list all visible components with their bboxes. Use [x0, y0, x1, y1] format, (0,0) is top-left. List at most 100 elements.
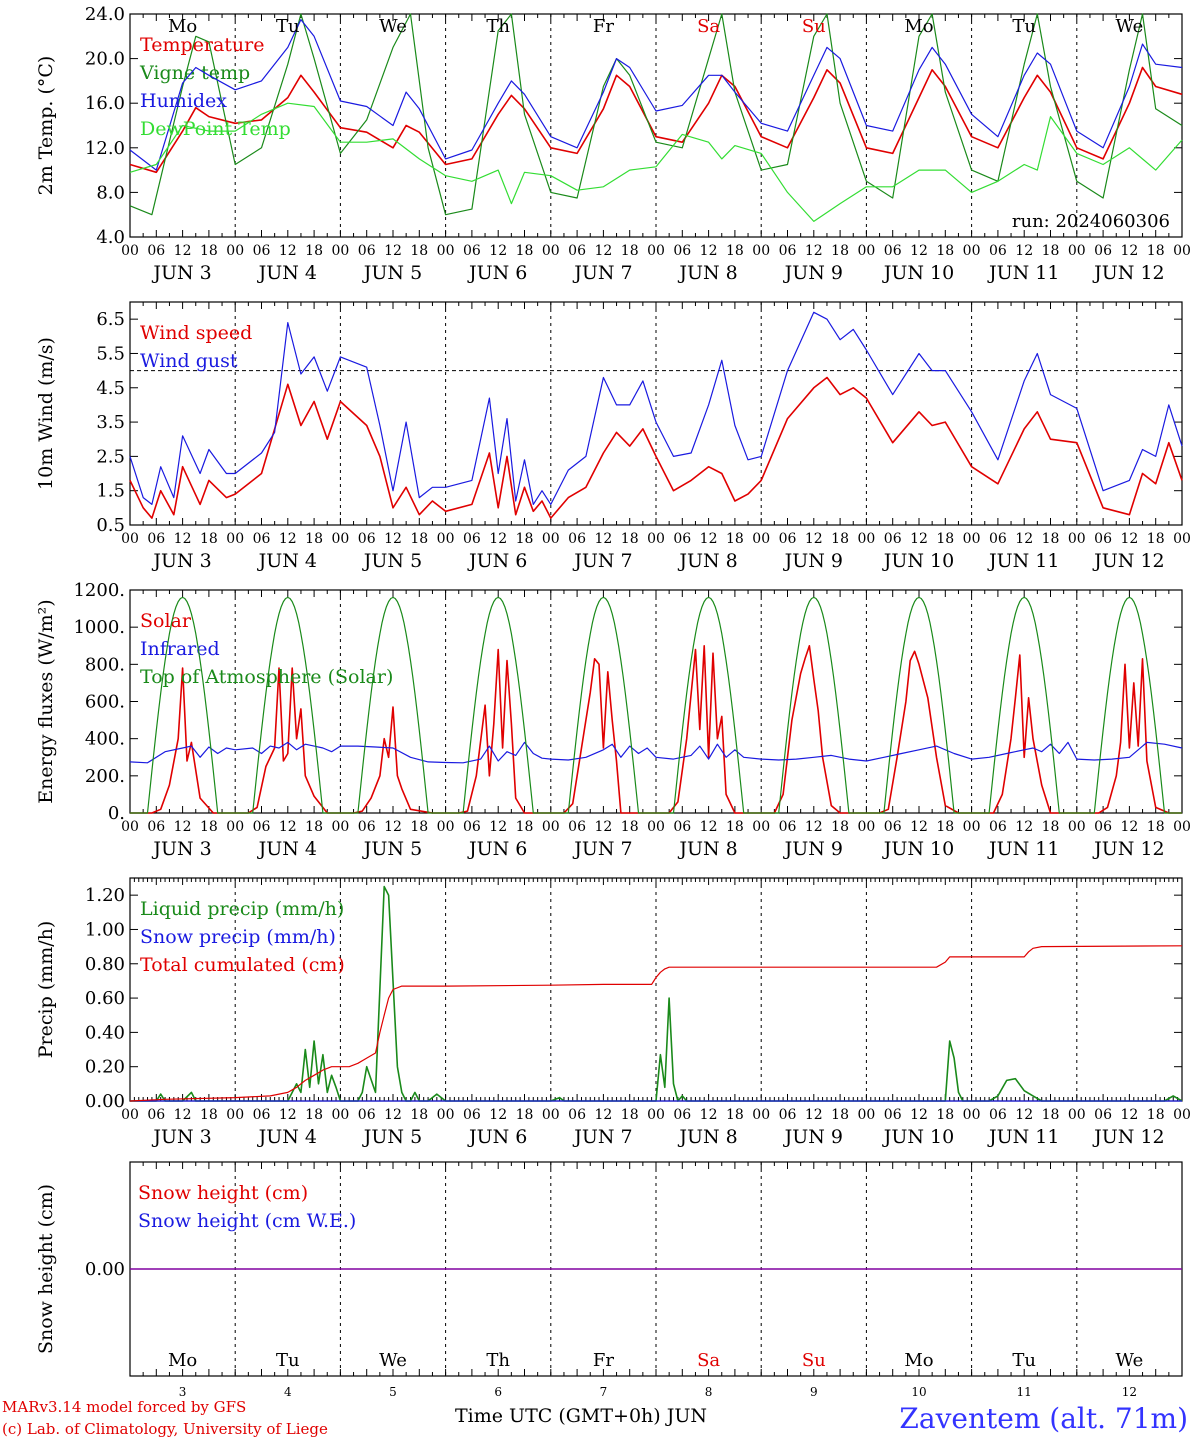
hour-tick-label: 00 — [437, 243, 455, 259]
hour-tick-label: 06 — [147, 531, 165, 547]
day-number: 6 — [494, 1385, 502, 1399]
legend-wind-speed: Wind speed — [140, 322, 252, 344]
hour-tick-label: 06 — [1094, 1107, 1112, 1123]
hour-tick-label: 06 — [1094, 819, 1112, 835]
y-tick-label: 0.60 — [85, 988, 125, 1009]
hour-tick-label: 06 — [463, 531, 481, 547]
hour-tick-label: 06 — [253, 531, 271, 547]
hour-tick-label: 06 — [147, 819, 165, 835]
weekday-label: Mo — [904, 16, 933, 37]
weekday-label: We — [1116, 16, 1144, 37]
hour-tick-label: 06 — [779, 819, 797, 835]
series-line-infrared — [129, 741, 1183, 764]
hour-tick-label: 18 — [305, 531, 323, 547]
hour-tick-label: 06 — [989, 243, 1007, 259]
hour-tick-label: 12 — [1015, 243, 1033, 259]
hour-tick-label: 06 — [568, 819, 586, 835]
hour-tick-label: 06 — [463, 819, 481, 835]
date-label: JUN 6 — [467, 262, 527, 284]
hour-tick-label: 18 — [831, 531, 849, 547]
weekday-label: Mo — [168, 16, 197, 37]
hour-tick-label: 00 — [121, 531, 139, 547]
hour-tick-label: 00 — [1173, 531, 1191, 547]
date-label: JUN 4 — [257, 1126, 317, 1148]
hour-tick-label: 18 — [1042, 819, 1060, 835]
date-label: JUN 4 — [257, 550, 317, 572]
hour-tick-label: 00 — [226, 531, 244, 547]
legend-snow-precip-mm-h-: Snow precip (mm/h) — [140, 926, 336, 948]
hour-tick-label: 00 — [331, 531, 349, 547]
hour-tick-label: 00 — [331, 243, 349, 259]
y-tick-label: 200. — [85, 766, 125, 787]
weekday-label: Th — [486, 1350, 510, 1371]
hour-tick-label: 18 — [516, 531, 534, 547]
day-number: 5 — [389, 1385, 397, 1399]
hour-tick-label: 12 — [1120, 531, 1138, 547]
hour-tick-label: 06 — [779, 531, 797, 547]
hour-tick-label: 00 — [226, 243, 244, 259]
hour-tick-label: 12 — [174, 243, 192, 259]
day-number: 9 — [810, 1385, 818, 1399]
date-label: JUN 6 — [467, 838, 527, 860]
day-number: 8 — [705, 1385, 713, 1399]
y-axis-title-temperature: 2m Temp. (°C) — [35, 56, 57, 196]
y-tick-label: 6.5 — [96, 309, 125, 330]
date-label: JUN 4 — [257, 262, 317, 284]
weekday-label: We — [379, 16, 407, 37]
y-tick-label: 5.5 — [96, 343, 125, 364]
hour-tick-label: 12 — [279, 243, 297, 259]
y-tick-label: 800. — [85, 654, 125, 675]
date-label: JUN 9 — [783, 550, 843, 572]
hour-tick-label: 00 — [542, 243, 560, 259]
hour-tick-label: 00 — [857, 243, 875, 259]
y-tick-label: 1.20 — [85, 885, 125, 906]
hour-tick-label: 12 — [910, 243, 928, 259]
date-label: JUN 11 — [987, 838, 1059, 860]
hour-tick-label: 06 — [673, 243, 691, 259]
day-number: 4 — [284, 1385, 292, 1399]
hour-tick-label: 12 — [174, 531, 192, 547]
hour-tick-label: 06 — [358, 531, 376, 547]
hour-tick-label: 12 — [489, 819, 507, 835]
y-tick-label: 0.40 — [85, 1022, 125, 1043]
hour-tick-label: 06 — [463, 243, 481, 259]
hour-tick-label: 18 — [831, 243, 849, 259]
y-tick-label: 24.0 — [85, 4, 125, 25]
weekday-label: Su — [802, 1350, 826, 1371]
date-label: JUN 10 — [882, 550, 954, 572]
y-tick-label: 1.5 — [96, 481, 125, 502]
hour-tick-label: 00 — [331, 819, 349, 835]
hour-tick-label: 06 — [1094, 243, 1112, 259]
hour-tick-label: 06 — [989, 819, 1007, 835]
hour-tick-label: 12 — [805, 819, 823, 835]
hour-tick-label: 18 — [1042, 531, 1060, 547]
hour-tick-label: 18 — [1147, 243, 1165, 259]
hour-tick-label: 06 — [147, 243, 165, 259]
hour-tick-label: 00 — [647, 819, 665, 835]
weekday-label: Mo — [168, 1350, 197, 1371]
hour-tick-label: 00 — [226, 1107, 244, 1123]
y-axis-title-precip: Precip (mm/h) — [35, 921, 57, 1059]
hour-tick-label: 00 — [542, 819, 560, 835]
hour-tick-label: 00 — [542, 531, 560, 547]
hour-tick-label: 00 — [857, 1107, 875, 1123]
date-label: JUN 7 — [572, 550, 632, 572]
hour-tick-label: 06 — [253, 819, 271, 835]
hour-tick-label: 00 — [121, 1107, 139, 1123]
hour-tick-label: 18 — [305, 1107, 323, 1123]
hour-tick-label: 00 — [857, 819, 875, 835]
hour-tick-label: 00 — [752, 819, 770, 835]
date-label: JUN 7 — [572, 1126, 632, 1148]
hour-tick-label: 12 — [174, 1107, 192, 1123]
date-label: JUN 11 — [987, 550, 1059, 572]
day-number: 10 — [911, 1385, 926, 1399]
hour-tick-label: 12 — [489, 1107, 507, 1123]
hour-tick-label: 06 — [568, 243, 586, 259]
hour-tick-label: 06 — [673, 1107, 691, 1123]
hour-tick-label: 06 — [1094, 531, 1112, 547]
hour-tick-label: 06 — [989, 531, 1007, 547]
date-label: JUN 7 — [572, 838, 632, 860]
weekday-label: Sa — [697, 16, 720, 37]
weekday-label: Tu — [276, 16, 300, 37]
date-label: JUN 3 — [151, 550, 211, 572]
